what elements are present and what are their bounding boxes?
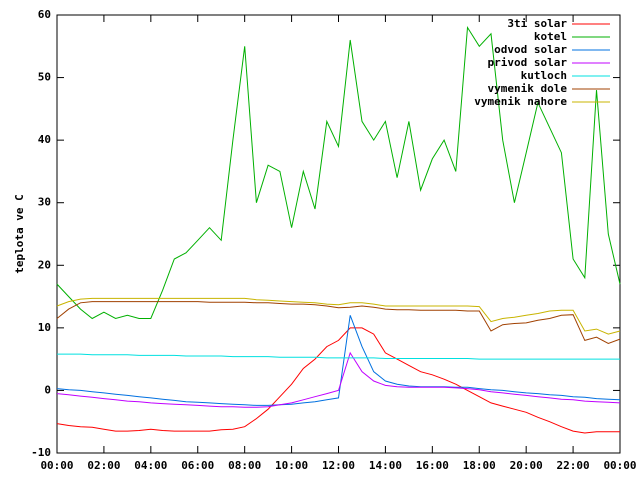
legend-label: 3ti solar [507, 17, 567, 30]
x-tick-label: 02:00 [87, 459, 120, 472]
x-tick-label: 16:00 [416, 459, 449, 472]
x-tick-label: 00:00 [40, 459, 73, 472]
y-tick-label: 40 [38, 133, 51, 146]
x-tick-label: 08:00 [228, 459, 261, 472]
y-tick-label: 0 [44, 383, 51, 396]
x-tick-label: 22:00 [557, 459, 590, 472]
series-line [56, 315, 621, 406]
legend-label: vymenik dole [488, 82, 568, 95]
x-tick-label: 04:00 [134, 459, 167, 472]
x-tick-label: 10:00 [275, 459, 308, 472]
series-line [56, 327, 620, 434]
legend-label: kotel [534, 30, 567, 43]
x-tick-label: 18:00 [463, 459, 496, 472]
x-tick-label: 00:00 [603, 459, 636, 472]
series-line [56, 25, 621, 320]
legend-label: odvod solar [494, 43, 567, 56]
legend-label: privod solar [488, 56, 568, 69]
y-axis-label: teplota ve C [13, 194, 26, 273]
x-tick-label: 14:00 [369, 459, 402, 472]
y-tick-label: 60 [38, 8, 51, 21]
x-tick-label: 20:00 [510, 459, 543, 472]
legend-label: kutloch [521, 69, 567, 82]
y-tick-label: 20 [38, 258, 51, 271]
legend-label: vymenik nahore [474, 95, 567, 108]
plot-border [56, 14, 621, 454]
y-tick-label: 30 [38, 196, 51, 209]
series-line [56, 301, 621, 345]
series-line [56, 351, 621, 408]
x-tick-label: 06:00 [181, 459, 214, 472]
y-tick-label: 50 [38, 71, 51, 84]
series-line [57, 353, 620, 360]
y-tick-label: 10 [38, 321, 51, 334]
series-line [56, 297, 621, 335]
y-tick-label: -10 [31, 446, 51, 459]
x-tick-label: 12:00 [322, 459, 355, 472]
